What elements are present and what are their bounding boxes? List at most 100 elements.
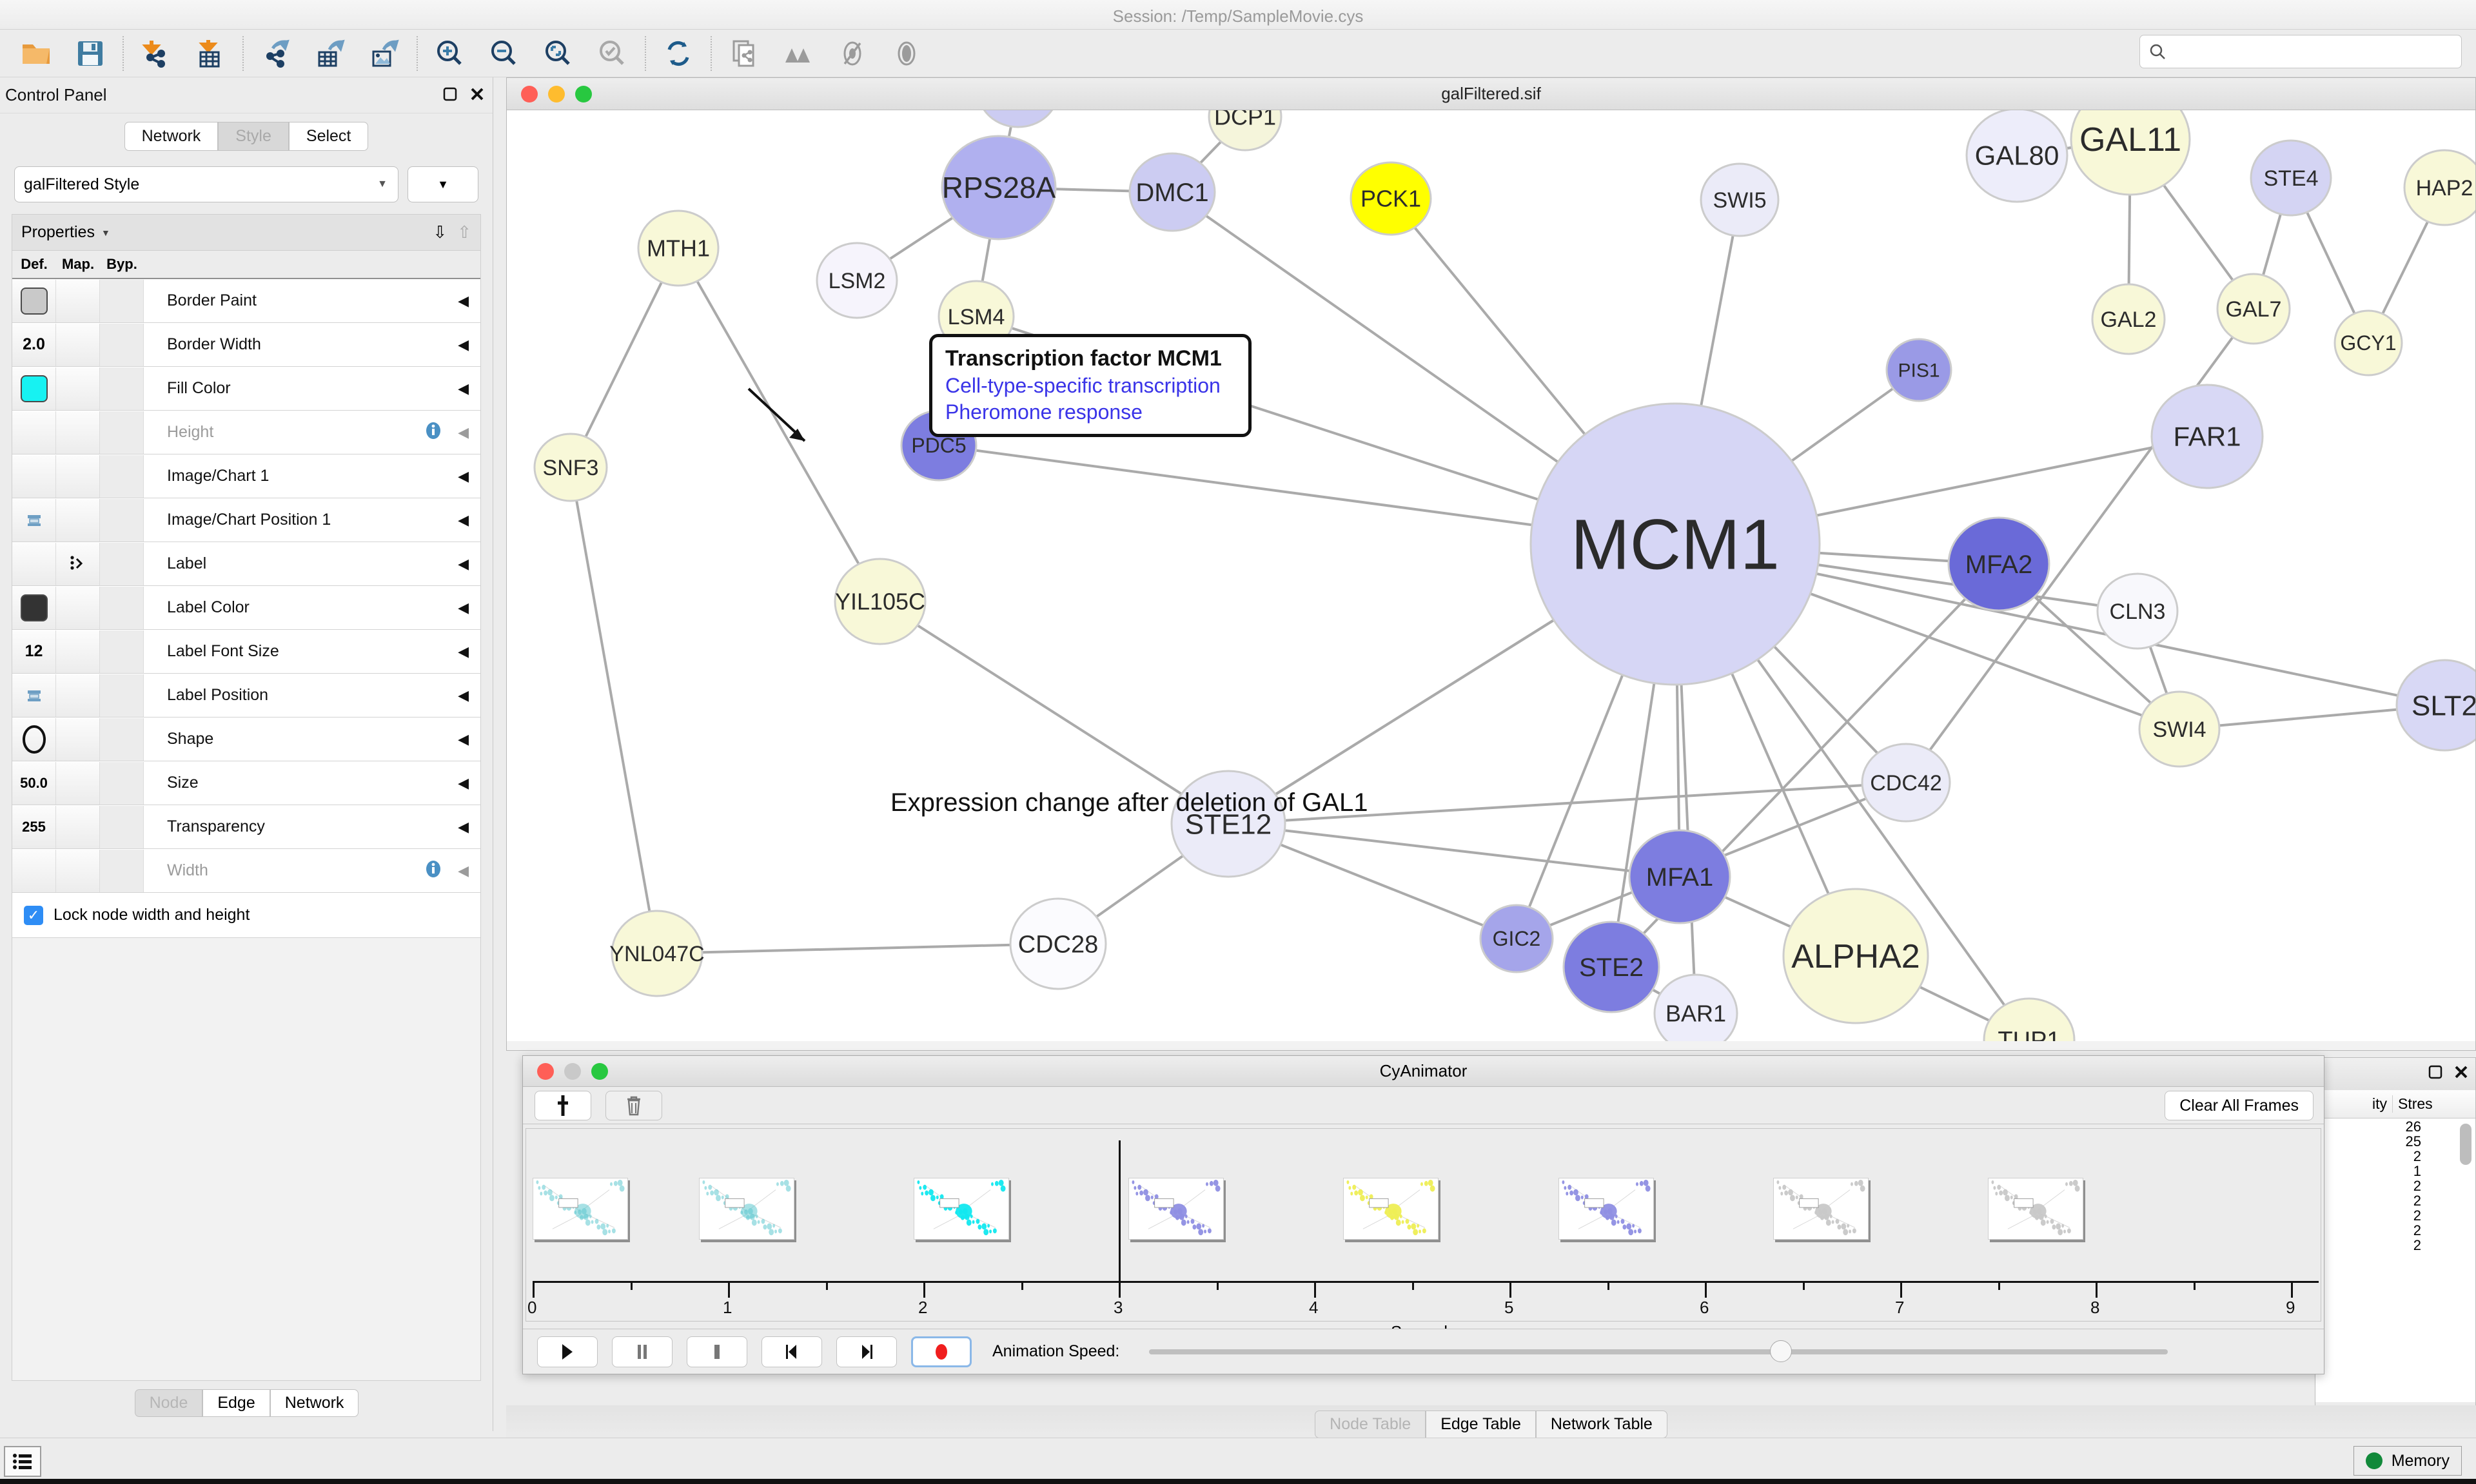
property-row[interactable]: Image/Chart 1 ◀ <box>12 454 480 498</box>
animation-frame[interactable] <box>1558 1178 1654 1240</box>
float-panel-icon[interactable] <box>2428 1064 2443 1080</box>
network-node[interactable]: GAL2 <box>2091 283 2166 355</box>
node-table-scrollbar[interactable] <box>2460 1124 2471 1165</box>
network-node[interactable]: SWI5 <box>1700 162 1780 237</box>
network-node[interactable]: SWI4 <box>2138 690 2221 768</box>
network-node[interactable]: GAL80 <box>1965 110 2068 203</box>
expand-property-icon[interactable]: ◀ <box>458 292 469 309</box>
property-row[interactable]: Label Color ◀ <box>12 586 480 630</box>
tab-network-style[interactable]: Network <box>270 1389 359 1417</box>
table-row[interactable]: 2 <box>2413 1222 2421 1238</box>
maximize-window-button[interactable] <box>575 85 592 103</box>
network-node[interactable]: YNL047C <box>609 910 705 997</box>
property-default-cell[interactable] <box>12 411 56 454</box>
minimize-window-button[interactable] <box>548 85 565 103</box>
play-button[interactable] <box>537 1336 598 1367</box>
open-folder-icon[interactable] <box>9 32 63 75</box>
property-mapping-cell[interactable] <box>56 674 100 717</box>
property-row[interactable]: 50.0 Size ◀ <box>12 761 480 805</box>
network-node[interactable]: MFA2 <box>1947 516 2050 612</box>
animation-frame[interactable] <box>1343 1178 1439 1240</box>
network-node[interactable]: MCM1 <box>1529 402 1821 686</box>
property-bypass-cell[interactable] <box>100 323 144 366</box>
animation-frame[interactable] <box>1773 1178 1869 1240</box>
property-row[interactable]: Height ◀ <box>12 411 480 454</box>
add-frame-button[interactable] <box>535 1090 591 1120</box>
property-bypass-cell[interactable] <box>100 411 144 454</box>
network-node[interactable]: CDC42 <box>1861 743 1951 823</box>
property-default-cell[interactable] <box>12 498 56 542</box>
network-node[interactable]: HAP2 <box>2403 149 2475 226</box>
save-icon[interactable] <box>63 32 117 75</box>
property-default-cell[interactable] <box>12 454 56 498</box>
expand-property-icon[interactable]: ◀ <box>458 336 469 353</box>
free-text-annotation[interactable]: Expression change after deletion of GAL1 <box>890 788 1368 817</box>
close-window-button[interactable] <box>537 1062 554 1080</box>
property-bypass-cell[interactable] <box>100 367 144 410</box>
properties-menu-icon[interactable]: ▼ <box>101 227 110 238</box>
import-network-icon[interactable] <box>129 32 183 75</box>
property-default-cell[interactable]: 2.0 <box>12 323 56 366</box>
expand-property-icon[interactable]: ◀ <box>458 643 469 659</box>
network-node[interactable]: PCK1 <box>1350 161 1432 236</box>
property-bypass-cell[interactable] <box>100 674 144 717</box>
frame-strip[interactable] <box>526 1178 2321 1268</box>
property-mapping-cell[interactable] <box>56 367 100 410</box>
zoom-fit-icon[interactable] <box>531 32 585 75</box>
network-node[interactable]: GAL11 <box>2070 110 2191 196</box>
property-row[interactable]: 255 Transparency ◀ <box>12 805 480 849</box>
close-icon[interactable] <box>469 86 485 102</box>
animation-frame[interactable] <box>1988 1178 2084 1240</box>
network-node[interactable]: CLN3 <box>2096 572 2179 650</box>
color-swatch[interactable] <box>20 375 48 402</box>
animation-frame[interactable] <box>913 1178 1009 1240</box>
delete-frame-button[interactable] <box>605 1090 662 1120</box>
expand-property-icon[interactable]: ◀ <box>458 511 469 528</box>
tab-select[interactable]: Select <box>288 121 369 151</box>
property-mapping-cell[interactable] <box>56 411 100 454</box>
style-options-menu-button[interactable]: ▼ <box>408 166 478 202</box>
table-row[interactable]: 26 <box>2405 1118 2421 1135</box>
property-mapping-cell[interactable] <box>56 586 100 629</box>
property-default-cell[interactable] <box>12 279 56 322</box>
zoom-out-icon[interactable] <box>477 32 531 75</box>
network-graph[interactable]: RPS28B DCP1 RPS28A DMC1 PCK1 SWI5 GAL80 GAL11 ST… <box>507 110 2475 1050</box>
network-node[interactable]: CDC28 <box>1009 897 1107 990</box>
tab-edge-table[interactable]: Edge Table <box>1426 1410 1536 1438</box>
style-dropdown[interactable]: galFiltered Style ▼ <box>14 166 398 202</box>
info-icon[interactable] <box>424 859 443 882</box>
property-default-cell[interactable] <box>12 586 56 629</box>
network-node[interactable]: ALPHA2 <box>1782 888 1929 1024</box>
property-mapping-cell[interactable] <box>56 542 100 585</box>
property-mapping-cell[interactable] <box>56 498 100 542</box>
property-row[interactable]: 12 Label Font Size ◀ <box>12 630 480 674</box>
node-table-body[interactable]: 26 25 2 1 2 2 2 2 2 <box>2315 1118 2475 1402</box>
network-node[interactable]: GCY1 <box>2334 309 2403 376</box>
export-image-icon[interactable] <box>357 32 411 75</box>
network-node[interactable]: SNF3 <box>533 433 608 502</box>
maximize-window-button[interactable] <box>591 1062 608 1080</box>
network-node[interactable]: STE12 <box>1170 770 1286 878</box>
playhead[interactable] <box>1119 1140 1121 1281</box>
column-degree[interactable]: ity <box>2315 1095 2393 1113</box>
tab-node-table[interactable]: Node Table <box>1315 1410 1426 1438</box>
animation-frame[interactable] <box>533 1178 628 1240</box>
show-tasks-icon[interactable] <box>4 1445 41 1477</box>
memory-button[interactable]: Memory <box>2353 1446 2462 1476</box>
property-default-cell[interactable]: 12 <box>12 630 56 673</box>
network-node[interactable]: GIC2 <box>1479 904 1554 973</box>
property-row[interactable]: Image/Chart Position 1 ◀ <box>12 498 480 542</box>
search-input[interactable] <box>2172 43 2456 61</box>
property-mapping-cell[interactable] <box>56 279 100 322</box>
property-row[interactable]: Label Position ◀ <box>12 674 480 718</box>
property-default-cell[interactable] <box>12 718 56 761</box>
expand-property-icon[interactable]: ◀ <box>458 424 469 440</box>
network-node[interactable]: DCP1 <box>1208 110 1282 151</box>
property-row[interactable]: Shape ◀ <box>12 718 480 761</box>
expand-property-icon[interactable]: ◀ <box>458 818 469 835</box>
minimize-window-button[interactable] <box>564 1062 581 1080</box>
property-bypass-cell[interactable] <box>100 454 144 498</box>
property-default-cell[interactable]: 50.0 <box>12 761 56 805</box>
table-row[interactable]: 2 <box>2413 1148 2421 1164</box>
